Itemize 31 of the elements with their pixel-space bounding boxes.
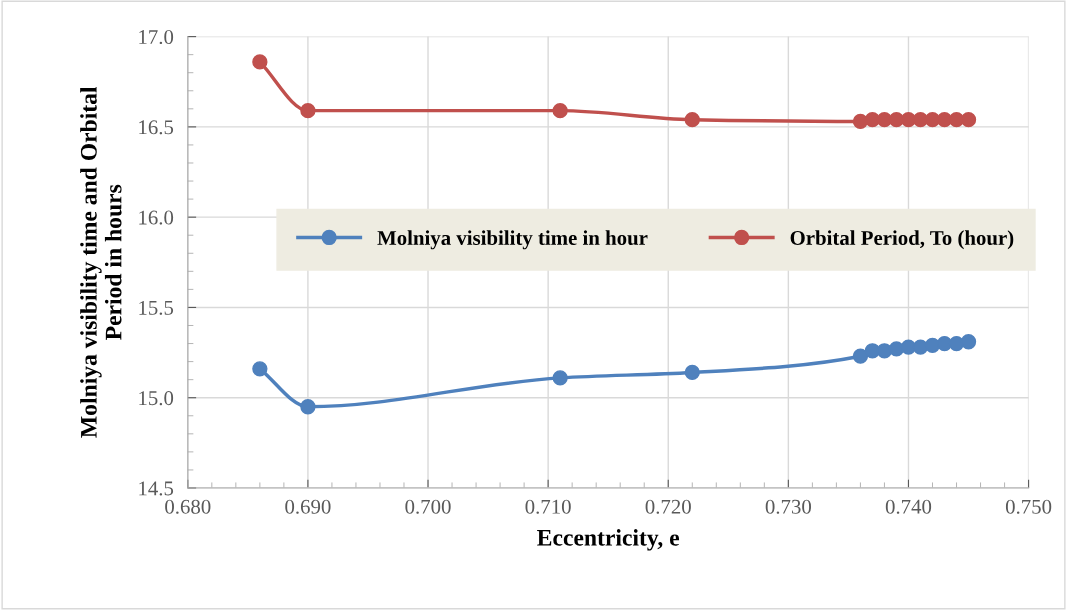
x-tick-label: 0.720 <box>645 499 691 514</box>
y-tick-label: 17.0 <box>139 29 174 45</box>
point <box>684 112 700 128</box>
x-tick-label: 0.750 <box>1005 499 1052 514</box>
legend-label: Orbital Period, To (hour) <box>790 230 1014 250</box>
point <box>300 102 316 119</box>
x-tick-label: 0.700 <box>405 499 451 514</box>
y-axis-title: Molniya visibility time and Orbital Period in hours <box>80 86 122 438</box>
y-tick-label: 15.0 <box>139 391 174 406</box>
x-tick-label: 0.740 <box>885 499 932 514</box>
point <box>300 399 316 415</box>
point <box>960 334 977 350</box>
point <box>852 113 869 130</box>
x-tick-label: 0.690 <box>285 499 331 514</box>
point <box>552 370 568 386</box>
point <box>684 364 700 381</box>
legend-label: Molniya visibility time in hour <box>377 230 648 250</box>
point <box>552 102 568 119</box>
y-tick-label: 14.5 <box>139 481 174 496</box>
point <box>960 112 977 128</box>
x-tick-label: 0.680 <box>165 499 211 514</box>
point <box>252 361 268 377</box>
point <box>948 335 965 352</box>
y-tick-label: 16.0 <box>139 210 174 225</box>
x-axis-title: Eccentricity, e <box>537 529 680 551</box>
y-tick-label: 16.5 <box>139 120 174 135</box>
point <box>252 54 268 70</box>
x-tick-label: 0.730 <box>765 499 811 514</box>
y-tick-label: 15.5 <box>139 300 174 315</box>
x-tick-label: 0.710 <box>525 499 571 514</box>
point <box>852 348 869 364</box>
